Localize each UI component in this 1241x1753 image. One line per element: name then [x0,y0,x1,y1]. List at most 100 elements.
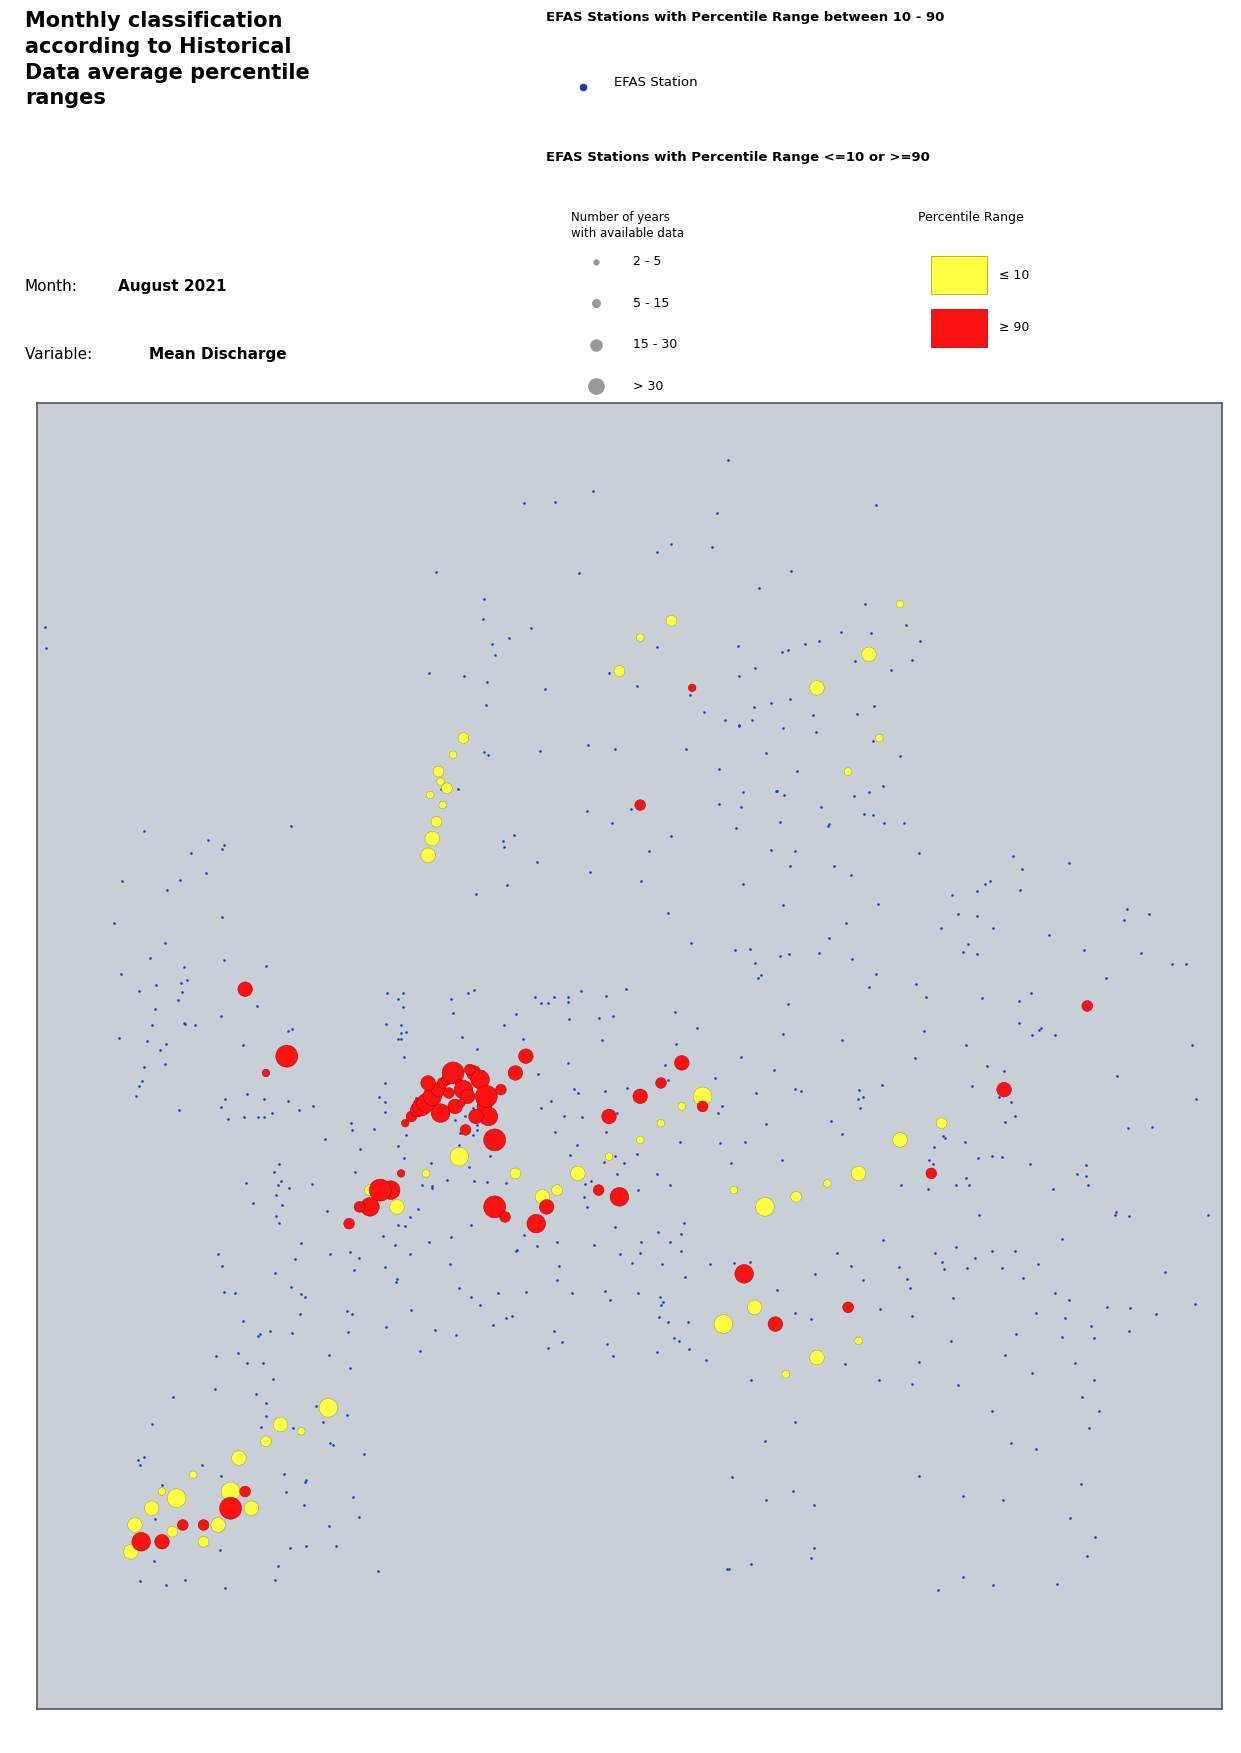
Point [496,871,516,899]
Point [336,1211,356,1239]
Point [784,1299,804,1327]
Point [664,1325,684,1353]
Point [467,880,486,908]
Point [583,477,603,505]
Point [268,1551,288,1579]
Point [545,487,565,515]
Point [213,1278,233,1306]
Point [393,994,413,1022]
Point [1078,1415,1098,1443]
Point [622,1248,642,1276]
Point [506,1001,526,1029]
Point [588,1176,608,1204]
Point [707,1099,727,1127]
Point [446,1092,465,1120]
Point [155,1050,175,1078]
Point [733,869,753,898]
Point [714,1309,733,1338]
Point [782,557,802,586]
Point [658,1066,678,1094]
Point [477,1082,496,1110]
Point [130,1451,150,1480]
Point [266,1565,285,1593]
Point [1077,992,1097,1020]
Point [340,1238,360,1266]
Point [1021,980,1041,1008]
Point [773,891,793,919]
Point [443,742,463,770]
Point [474,1092,494,1120]
Point [609,1183,629,1211]
Point [581,1166,601,1194]
Point [890,742,910,770]
Point [388,985,408,1013]
Point [205,1374,225,1402]
Point [894,810,913,838]
Point [967,903,987,931]
Point [628,671,648,699]
Point [1155,1259,1175,1287]
Point [416,1159,436,1187]
Point [237,1348,257,1376]
Point [725,936,745,964]
Point [866,959,886,987]
Point [453,724,473,752]
Point [905,1043,925,1071]
Point [632,1229,652,1257]
Point [675,1264,695,1292]
Point [918,1146,938,1175]
Point [485,1129,505,1157]
Point [831,619,851,647]
Point [746,948,766,976]
Point [596,1117,616,1145]
Point [1005,1238,1025,1266]
Point [408,1096,428,1124]
Point [902,645,922,673]
Point [256,952,276,980]
Point [577,798,597,826]
Point [1020,1150,1040,1178]
Point [499,624,519,652]
Point [1117,894,1137,922]
Point [439,1080,459,1108]
Bar [931,256,987,295]
Point [994,1057,1014,1085]
Point [130,1567,150,1595]
Point [396,1110,416,1138]
Point [360,1176,380,1204]
Point [846,701,866,729]
Point [767,777,787,805]
Point [251,1413,271,1441]
Point [536,1192,556,1220]
Point [751,961,771,989]
Point [295,1469,315,1497]
Point [326,1532,346,1560]
Point [547,1266,567,1294]
Point [156,1031,176,1059]
Point [437,1066,457,1094]
Point [717,1555,737,1583]
Point [874,1225,894,1253]
Point [280,812,300,840]
Point [721,1148,741,1176]
Point [428,1076,448,1104]
Point [854,799,874,827]
Point [171,969,191,997]
Point [1060,1504,1080,1532]
Point [474,738,494,766]
Point [263,1366,283,1394]
Point [493,827,513,855]
Text: Monthly classification
according to Historical
Data average percentile
ranges: Monthly classification according to Hist… [25,11,309,109]
Point [1065,1350,1085,1378]
Point [669,1327,689,1355]
Point [897,1264,917,1292]
Point [715,706,735,735]
Point [545,1317,565,1345]
Point [1023,1359,1042,1387]
Point [1005,1101,1025,1129]
Point [982,1397,1001,1425]
Point [266,1201,285,1229]
Point [1026,1299,1046,1327]
Point [426,557,446,586]
Text: ≤ 10: ≤ 10 [999,268,1029,282]
